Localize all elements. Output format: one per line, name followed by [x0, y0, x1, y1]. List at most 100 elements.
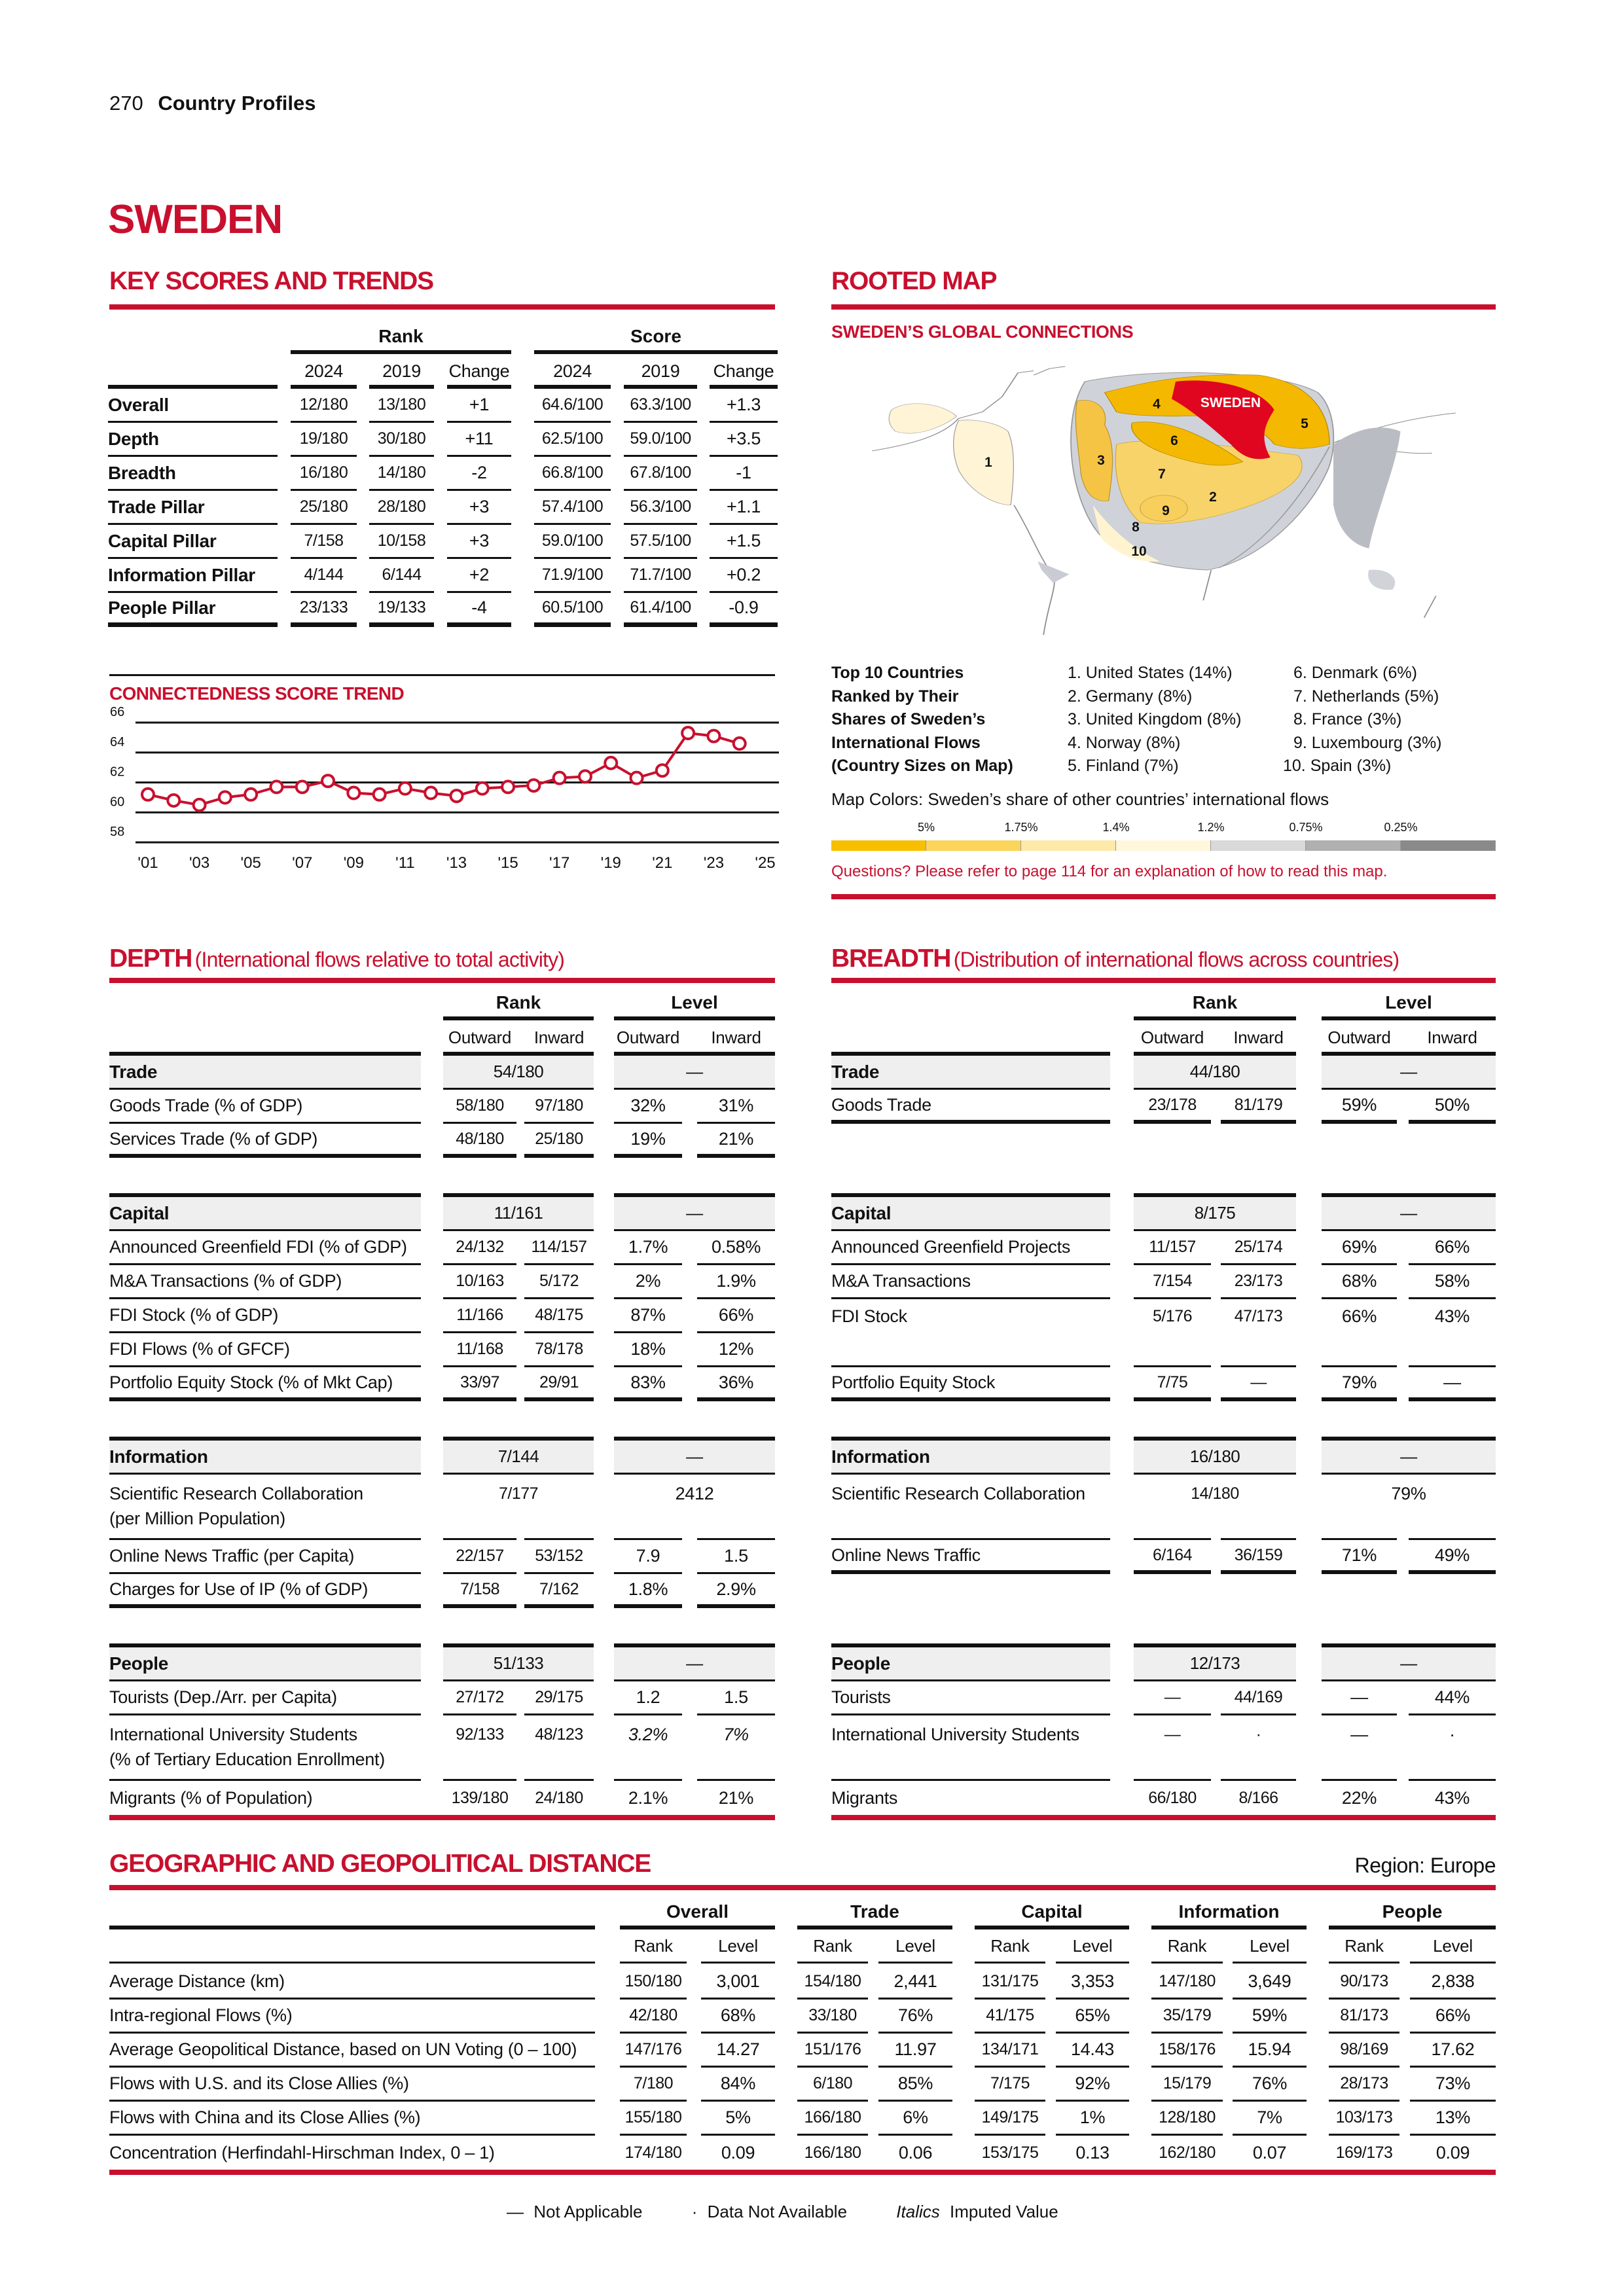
- row-label: Intra-regional Flows (%): [109, 2000, 595, 2034]
- value-cell: 154/180: [797, 1965, 868, 2000]
- row-label: Announced Greenfield Projects: [831, 1231, 1110, 1265]
- row-label-text: Goods Trade (% of GDP): [109, 1096, 303, 1115]
- empty-cell: [1409, 1574, 1496, 1608]
- map-help-note[interactable]: Questions? Please refer to page 114 for …: [831, 863, 1388, 880]
- value-cell: 85%: [878, 2068, 952, 2102]
- data-point: [475, 781, 490, 796]
- score-cell: +3: [447, 491, 511, 525]
- value-cell: 6/164: [1134, 1540, 1211, 1574]
- map-number: 10: [1131, 544, 1147, 559]
- value-cell: 21%: [697, 1124, 775, 1158]
- color-scale-label: 0.25%: [1384, 821, 1418, 834]
- value-cell: 131/175: [975, 1965, 1045, 2000]
- score-cell: +1.3: [710, 389, 778, 423]
- group-rank: 7/144: [443, 1437, 594, 1475]
- map-sweden: [1172, 380, 1274, 459]
- row-label: M&A Transactions: [831, 1265, 1110, 1299]
- row-label: Portfolio Equity Stock (% of Mkt Cap): [109, 1367, 421, 1401]
- value-cell: 58/180: [443, 1090, 516, 1124]
- value-cell: 166/180: [804, 2143, 861, 2162]
- subheader: Outward: [1140, 1027, 1204, 1047]
- row-label: FDI Flows (% of GFCF): [109, 1333, 421, 1367]
- value-cell: 92%: [1056, 2068, 1129, 2102]
- value-cell: [1134, 1475, 1211, 1540]
- top10-label-line: International Flows: [831, 733, 981, 752]
- row-label-text: FDI Stock (% of GDP): [109, 1305, 279, 1325]
- row-label-text: Goods Trade: [831, 1094, 931, 1115]
- value-cell: 8/166: [1238, 1788, 1278, 1807]
- data-point: [681, 726, 696, 741]
- rank-header-rule: [1134, 1016, 1296, 1020]
- value-cell: 23/178: [1134, 1090, 1211, 1124]
- top10-item: 7. Netherlands (5%): [1293, 687, 1439, 706]
- value-cell: 1.2: [614, 1681, 682, 1715]
- value-cell: 22%: [1341, 1787, 1377, 1808]
- breadth-title: BREADTH (Distribution of international f…: [831, 944, 1399, 973]
- y-tick-label: 62: [110, 765, 124, 780]
- value-cell: 76%: [878, 2000, 952, 2034]
- value-cell: 7/162: [524, 1574, 594, 1608]
- value-cell: 48/180: [443, 1124, 516, 1158]
- value-cell: [697, 1475, 775, 1540]
- group-name: Trade: [831, 1052, 1110, 1090]
- row-label: Capital Pillar: [108, 525, 278, 559]
- value-cell: 134/171: [975, 2034, 1045, 2068]
- value-cell: 97/180: [524, 1090, 594, 1124]
- value-cell: 24/180: [535, 1788, 583, 1807]
- score-cell: 30/180: [369, 423, 434, 457]
- top10-item: 2. Germany (8%): [1068, 687, 1193, 706]
- subheader-spacer: [109, 1931, 595, 1964]
- data-point: [321, 774, 336, 789]
- rank-span-value: 14/180: [1191, 1484, 1239, 1503]
- score-cell: -2: [447, 457, 511, 491]
- value-cell: [1221, 1475, 1296, 1540]
- column-header: [108, 357, 278, 389]
- subheader: Level: [878, 1931, 952, 1964]
- value-cell: 3.2%: [614, 1715, 682, 1781]
- value-cell: 29/175: [524, 1681, 594, 1715]
- group-rank: 54/180: [443, 1052, 594, 1090]
- score-cell: +0.2: [710, 559, 778, 593]
- data-point: [217, 790, 232, 805]
- subheader: Rank: [797, 1931, 868, 1964]
- trend-title: CONNECTEDNESS SCORE TREND: [109, 683, 405, 704]
- value-cell: 84%: [701, 2068, 775, 2102]
- map-united-states: [953, 420, 1014, 505]
- value-cell: 147/176: [620, 2034, 687, 2068]
- value-cell: 7/158: [443, 1574, 516, 1608]
- geo-bottom-rule: [109, 2170, 1496, 2175]
- value-cell: [614, 1475, 682, 1540]
- rank-header: Rank: [378, 326, 424, 346]
- level-header-rule: [1322, 1016, 1496, 1020]
- empty-cell: [831, 1574, 1110, 1608]
- score-cell: -0.9: [710, 593, 778, 627]
- map-label-sweden: SWEDEN: [1200, 395, 1261, 410]
- score-cell: +1.5: [710, 525, 778, 559]
- value-cell: 7/75: [1134, 1367, 1211, 1401]
- value-cell: 42/180: [620, 2000, 687, 2034]
- breadth-rule: [831, 978, 1496, 983]
- rooted-map-title: ROOTED MAP: [831, 267, 998, 295]
- value-cell: [443, 1475, 516, 1540]
- value-cell: 1.8%: [614, 1574, 682, 1608]
- value-cell: 66%: [1341, 1306, 1377, 1326]
- value-cell: 25/174: [1221, 1231, 1296, 1265]
- row-label: Scientific Research Collaboration (per Mi…: [109, 1475, 421, 1540]
- x-tick-label: '05: [241, 854, 261, 872]
- color-scale-segment: [1116, 840, 1211, 851]
- score-cell: 19/180: [291, 423, 357, 457]
- rank-span-value: 7/177: [498, 1484, 539, 1503]
- row-label: Depth: [108, 423, 278, 457]
- value-cell: 10/163: [443, 1265, 516, 1299]
- row-label: Goods Trade (% of GDP): [109, 1090, 421, 1124]
- value-cell: 147/180: [1151, 1965, 1223, 2000]
- data-point: [629, 770, 644, 785]
- group-rank: 44/180: [1134, 1052, 1296, 1090]
- score-cell: 67.8/100: [624, 457, 697, 491]
- color-scale-segment: [1211, 840, 1306, 851]
- group-level: —: [614, 1643, 775, 1681]
- map-asia: [1333, 427, 1401, 548]
- table-bottom-rule: [831, 1815, 1496, 1820]
- value-cell: 69%: [1322, 1231, 1397, 1265]
- score-cell: +3.5: [710, 423, 778, 457]
